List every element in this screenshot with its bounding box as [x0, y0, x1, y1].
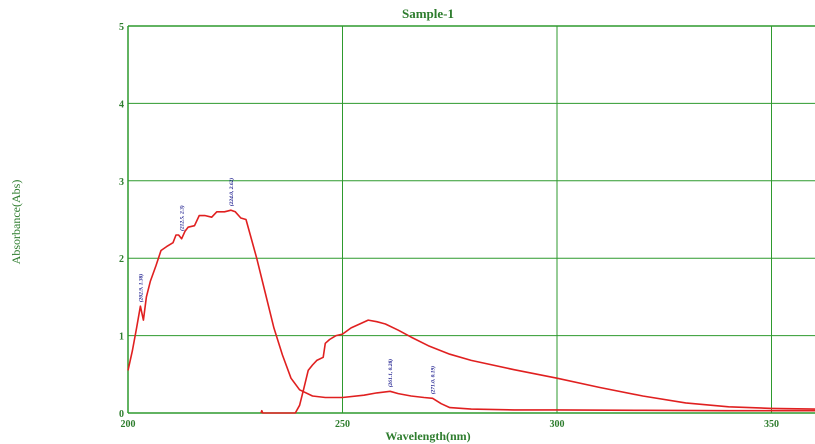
- spectrum-line-2: [260, 319, 815, 414]
- y-tick-label: 1: [119, 332, 124, 343]
- x-tick-label: 200: [121, 419, 136, 430]
- y-tick-label: 5: [119, 22, 124, 33]
- y-tick-label: 2: [119, 254, 124, 265]
- spectrum-line-1: [127, 209, 815, 412]
- peak-label: (271.0, 0.19): [430, 366, 437, 395]
- y-tick-label: 3: [119, 177, 124, 188]
- y-tick-label: 4: [119, 99, 124, 110]
- y-tick-label: 0: [119, 409, 124, 420]
- y-axis-ticks: 0 1 2 3 4 5: [119, 22, 124, 420]
- x-tick-label: 350: [764, 419, 779, 430]
- peak-label: (212.5, 2.3): [179, 205, 186, 231]
- peak-annotations: (202.9, 1.38) (212.5, 2.3) (224.0, 2.62) (2…: [137, 178, 436, 395]
- x-tick-label: 250: [335, 419, 350, 430]
- peak-label: (261.1, 0.28): [387, 359, 394, 388]
- x-axis-label: Wavelength(nm): [385, 429, 470, 443]
- x-tick-label: 300: [550, 419, 565, 430]
- chart-title: Sample-1: [402, 6, 454, 21]
- peak-label: (202.9, 1.38): [137, 274, 144, 303]
- x-axis-ticks: 20025030035040: [121, 419, 780, 430]
- spectrum-lines: [127, 209, 815, 414]
- peak-label: (224.0, 2.62): [228, 178, 235, 207]
- y-axis-label: Absorbance(Abs): [9, 180, 23, 265]
- grid: [127, 25, 815, 414]
